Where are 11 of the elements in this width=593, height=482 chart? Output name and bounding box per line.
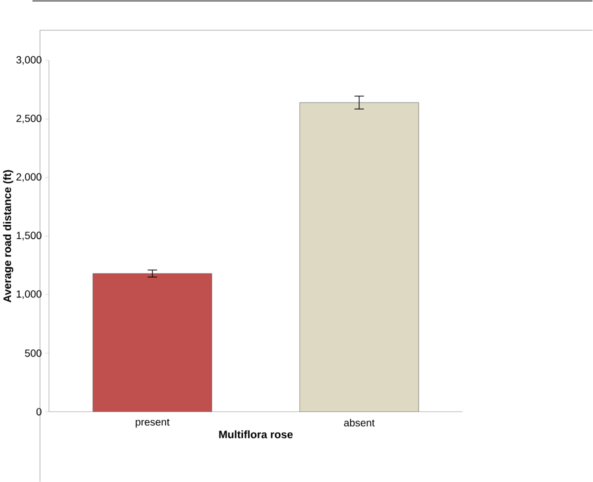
- x-tick-label: absent: [344, 418, 375, 426]
- y-tick-label: 3,000: [16, 56, 42, 65]
- y-tick-label: 2,500: [16, 114, 42, 124]
- y-tick-label: 0: [36, 408, 42, 416]
- y-tick-label: 1,000: [16, 290, 42, 299]
- y-axis-title: Average road distance (ft): [3, 170, 14, 302]
- x-axis-title: Multiflora rose: [219, 430, 293, 438]
- x-tick-label: present: [136, 418, 170, 428]
- y-tick-label: 2,000: [16, 173, 42, 182]
- y-tick-label: 1,500: [16, 232, 42, 240]
- y-tick-label: 500: [25, 350, 42, 357]
